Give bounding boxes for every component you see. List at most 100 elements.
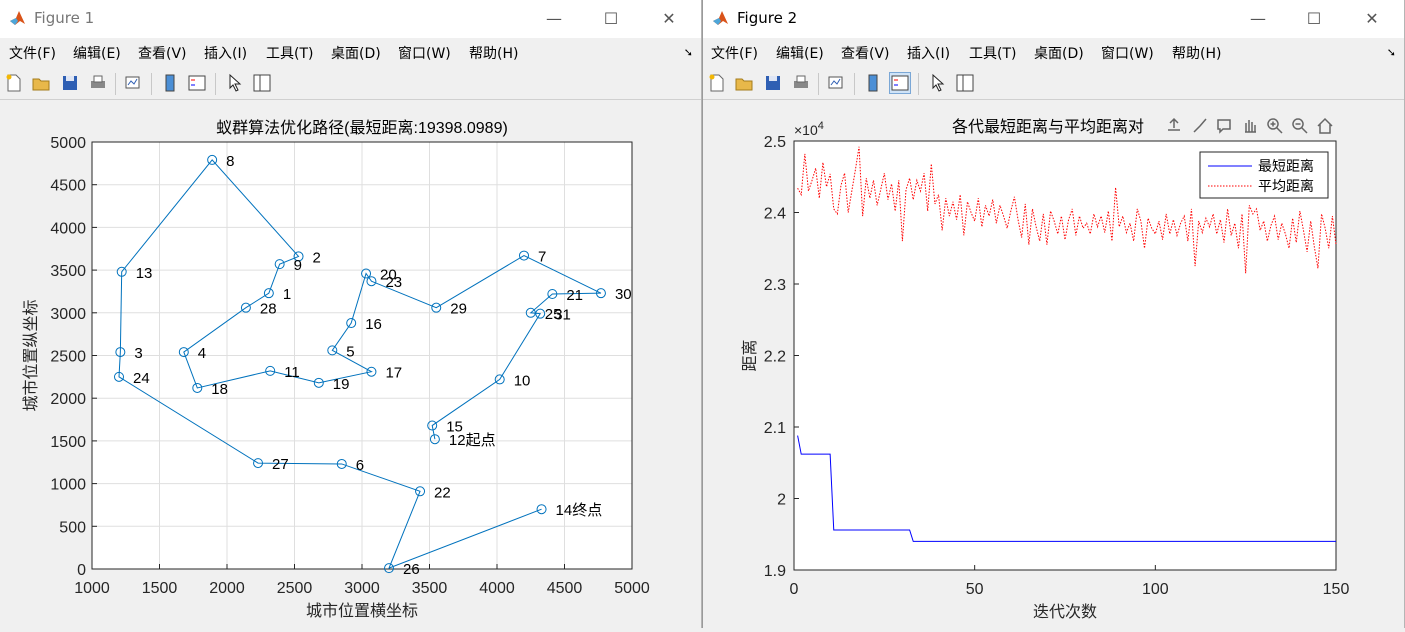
x-tick-label: 5000 — [614, 580, 650, 597]
y-tick-label: 500 — [59, 519, 86, 536]
menu-expand-icon[interactable]: ➘ — [1387, 46, 1396, 59]
y-tick-label: 2.4 — [764, 206, 786, 223]
city-label: 2 — [313, 249, 321, 266]
city-label: 6 — [356, 457, 364, 474]
y-tick-label: 1500 — [50, 434, 86, 451]
city-label: 15 — [446, 419, 463, 436]
property-inspector-icon[interactable] — [252, 73, 272, 93]
y-tick-label: 4000 — [50, 220, 86, 237]
y-tick-label: 5000 — [50, 135, 86, 152]
zoom-out-icon[interactable] — [1293, 119, 1307, 133]
x-tick-label: 3500 — [412, 580, 448, 597]
datatip-icon[interactable] — [1218, 120, 1230, 132]
menu-window[interactable]: 窗口(W) — [1101, 43, 1154, 63]
menu-expand-icon[interactable]: ➘ — [684, 46, 693, 59]
menu-tools[interactable]: 工具(T) — [969, 43, 1016, 63]
city-label: 17 — [385, 365, 402, 382]
new-file-icon[interactable] — [707, 73, 727, 93]
route-chart[interactable]: 1000 1500 2000 2500 3000 3500 4000 4500 50000500… — [0, 100, 702, 628]
new-file-icon[interactable] — [4, 73, 24, 93]
city-label: 24 — [133, 370, 150, 387]
menu-tools[interactable]: 工具(T) — [266, 43, 313, 63]
city-label: 16 — [365, 316, 382, 333]
home-icon[interactable] — [1318, 119, 1332, 133]
menu-desktop[interactable]: 桌面(D) — [331, 43, 381, 63]
menu-edit[interactable]: 编辑(E) — [73, 43, 121, 63]
maximize-button[interactable]: ☐ — [1291, 0, 1337, 38]
city-label: 19 — [333, 376, 350, 393]
x-tick-label: 1000 — [74, 580, 110, 597]
menu-view[interactable]: 查看(V) — [841, 43, 890, 63]
x-axis-label: 城市位置横坐标 — [306, 602, 418, 620]
x-tick-label: 3000 — [344, 580, 380, 597]
save-icon[interactable] — [763, 73, 783, 93]
close-button[interactable]: ✕ — [646, 0, 692, 38]
property-inspector-icon[interactable] — [955, 73, 975, 93]
y-tick-label: 2000 — [50, 391, 86, 408]
open-folder-icon[interactable] — [31, 73, 51, 93]
maximize-button[interactable]: ☐ — [588, 0, 634, 38]
menu-file[interactable]: 文件(F) — [711, 43, 758, 63]
city-label: 31 — [554, 307, 571, 324]
menu-view[interactable]: 查看(V) — [138, 43, 187, 63]
select-cursor-icon[interactable] — [928, 73, 948, 93]
y-exponent-label: ×104 — [794, 120, 824, 138]
save-icon[interactable] — [60, 73, 80, 93]
menu-insert[interactable]: 插入(I) — [204, 43, 247, 63]
menu-help[interactable]: 帮助(H) — [1172, 43, 1221, 63]
city-label: 14终点 — [556, 502, 603, 519]
menu-insert[interactable]: 插入(I) — [907, 43, 950, 63]
minimize-button[interactable]: — — [1235, 0, 1281, 38]
close-button[interactable]: ✕ — [1349, 0, 1395, 38]
figure-2-window: Figure 2 — ☐ ✕ 文件(F) 编辑(E) 查看(V) 插入(I) 工… — [702, 0, 1405, 628]
y-axis-label: 距离 — [741, 339, 759, 371]
select-cursor-icon[interactable] — [225, 73, 245, 93]
city-label: 27 — [272, 456, 289, 473]
window-title: Figure 2 — [737, 9, 797, 27]
menu-desktop[interactable]: 桌面(D) — [1034, 43, 1084, 63]
y-axis-label: 城市位置纵坐标 — [22, 299, 40, 411]
y-tick-label: 1000 — [50, 477, 86, 494]
pan-icon[interactable] — [1245, 120, 1256, 132]
x-tick-label: 4000 — [479, 580, 515, 597]
title-bar[interactable]: Figure 1 — ☐ ✕ — [0, 0, 701, 38]
x-tick-label: 4500 — [547, 580, 583, 597]
menu-file[interactable]: 文件(F) — [9, 43, 56, 63]
distance-chart[interactable]: 0 50 100 150 1.9 2 2.1 2.2 2.3 2.4 2.5 ×104 各代最短距离与平… — [703, 100, 1405, 628]
city-label: 28 — [260, 301, 277, 318]
city-label: 5 — [346, 343, 354, 360]
zoom-in-icon[interactable] — [1268, 119, 1282, 133]
menu-edit[interactable]: 编辑(E) — [776, 43, 824, 63]
open-folder-icon[interactable] — [734, 73, 754, 93]
menu-help[interactable]: 帮助(H) — [469, 43, 518, 63]
figure-toolbar — [703, 67, 1404, 100]
x-tick-label: 2000 — [209, 580, 245, 597]
export-icon[interactable] — [1168, 119, 1180, 130]
city-label: 4 — [198, 345, 206, 362]
insert-legend-icon[interactable] — [187, 73, 207, 93]
link-plot-icon[interactable] — [123, 73, 143, 93]
chart-title: 各代最短距离与平均距离对 — [952, 118, 1144, 136]
city-label: 30 — [615, 286, 632, 303]
city-label: 1 — [283, 286, 291, 303]
print-icon[interactable] — [88, 73, 108, 93]
insert-colorbar-icon[interactable] — [863, 73, 883, 93]
print-icon[interactable] — [791, 73, 811, 93]
insert-legend-icon[interactable] — [890, 73, 910, 93]
city-label: 21 — [566, 287, 583, 304]
link-plot-icon[interactable] — [826, 73, 846, 93]
y-tick-label: 2.1 — [764, 420, 786, 437]
x-tick-label: 1500 — [142, 580, 178, 597]
brush-icon[interactable] — [1194, 119, 1206, 132]
title-bar[interactable]: Figure 2 — ☐ ✕ — [703, 0, 1404, 38]
y-tick-label: 4500 — [50, 178, 86, 195]
insert-colorbar-icon[interactable] — [160, 73, 180, 93]
x-tick-label: 50 — [966, 581, 984, 598]
city-label: 26 — [403, 561, 420, 578]
city-label: 22 — [434, 484, 451, 501]
minimize-button[interactable]: — — [531, 0, 577, 38]
menu-window[interactable]: 窗口(W) — [398, 43, 451, 63]
x-tick-label: 150 — [1323, 581, 1350, 598]
x-tick-label: 2500 — [277, 580, 313, 597]
legend-label-best: 最短距离 — [1258, 158, 1314, 174]
